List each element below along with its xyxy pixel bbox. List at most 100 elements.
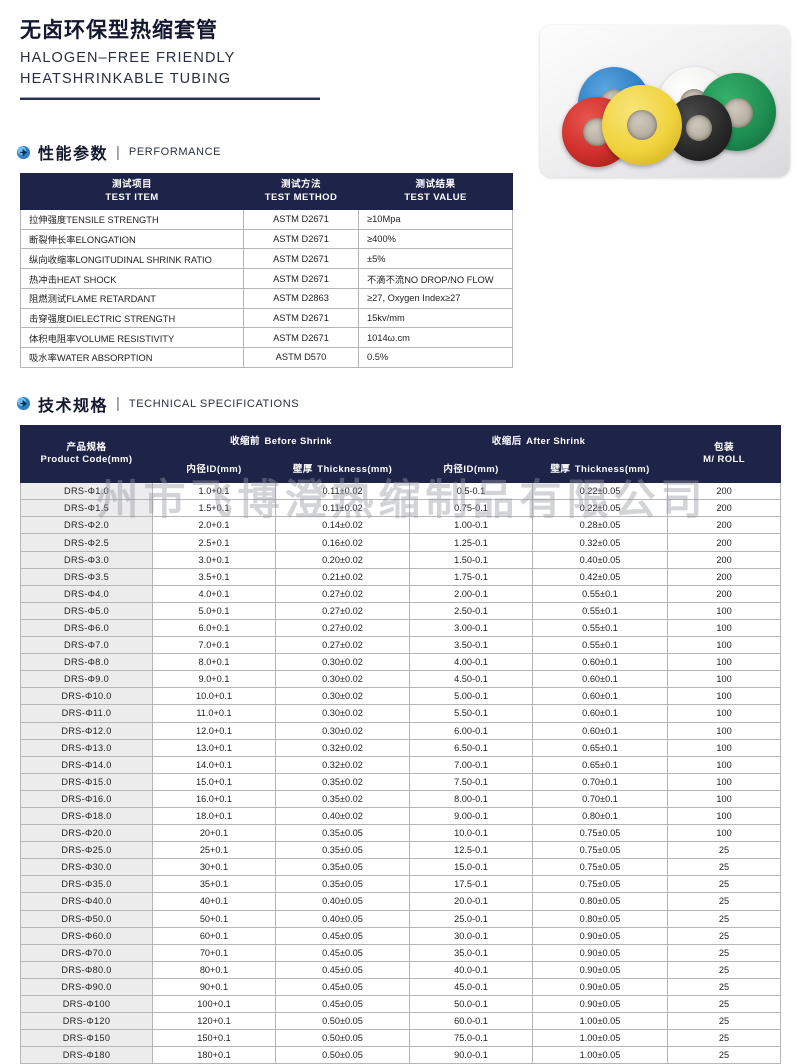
spec-cell-before-id: 6.0+0.1 bbox=[152, 618, 276, 638]
spec-cell-after-thickness: 0.55±0.1 bbox=[531, 601, 669, 620]
specifications-table: 产品规格 Product Code(mm) 收缩前 Before Shrink … bbox=[20, 424, 782, 1064]
table-row: DRS-Φ180 180+0.1 0.50±0.05 90.0-0.1 1.00±0.0… bbox=[20, 1046, 782, 1064]
table-row: DRS-Φ10.0 10.0+0.1 0.30±0.02 5.00-0.1 0.60±0… bbox=[20, 687, 782, 706]
page-header: 无卤环保型热缩套管 HALOGEN–FREE FRIENDLY HEATSHRI… bbox=[0, 0, 800, 101]
spec-cell-packing: 200 bbox=[667, 516, 782, 535]
spec-cell-before-thickness: 0.11±0.02 bbox=[275, 499, 410, 518]
spec-cell-before-id: 2.5+0.1 bbox=[152, 533, 276, 552]
table-row: DRS-Φ16.0 16.0+0.1 0.35±0.02 8.00-0.1 0.70±0… bbox=[20, 789, 782, 808]
spec-cell-after-id: 0.5-0.1 bbox=[409, 482, 533, 501]
table-row: DRS-Φ7.0 7.0+0.1 0.27±0.02 3.50-0.1 0.55±0.1… bbox=[20, 636, 782, 655]
spec-cell-after-id: 1.00-0.1 bbox=[409, 516, 533, 535]
table-row: DRS-Φ1.5 1.5+0.1 0.11±0.02 0.75-0.1 0.22±0.0… bbox=[20, 499, 782, 518]
spec-cell-packing: 25 bbox=[667, 977, 782, 997]
performance-cell-item: 纵向收缩率LONGITUDINAL SHRINK RATIO bbox=[20, 248, 244, 270]
performance-row: 拉伸强度TENSILE STRENGTH ASTM D2671 ≥10Mpa bbox=[20, 209, 513, 230]
spec-cell-before-id: 180+0.1 bbox=[152, 1046, 276, 1064]
table-row: DRS-Φ70.0 70+0.1 0.45±0.05 35.0-0.1 0.90±0.0… bbox=[20, 943, 782, 962]
performance-heading-cn: 性能参数 bbox=[38, 146, 109, 164]
spec-group-after-shrink: 收缩后 After Shrink bbox=[408, 424, 669, 456]
spec-cell-after-id: 9.00-0.1 bbox=[409, 806, 533, 826]
performance-cell-method: ASTM D2671 bbox=[243, 209, 359, 230]
spec-cell-after-id: 17.5-0.1 bbox=[409, 875, 533, 894]
spec-cell-code: DRS-Φ180 bbox=[20, 1046, 153, 1064]
spec-cell-packing: 200 bbox=[667, 533, 782, 552]
spec-cell-after-thickness: 0.65±0.1 bbox=[531, 755, 669, 774]
spec-cell-after-id: 7.00-0.1 bbox=[409, 755, 533, 774]
performance-section-heading: 性能参数 | PERFORMANCE bbox=[16, 140, 800, 164]
spec-cell-after-id: 60.0-0.1 bbox=[409, 1012, 533, 1031]
table-row: DRS-Φ2.5 2.5+0.1 0.16±0.02 1.25-0.1 0.32±0.0… bbox=[20, 533, 782, 552]
spec-cell-before-thickness: 0.45±0.05 bbox=[275, 977, 410, 997]
spec-cell-packing: 25 bbox=[667, 858, 782, 877]
spec-cell-code: DRS-Φ20.0 bbox=[20, 824, 153, 843]
spec-cell-packing: 25 bbox=[667, 892, 782, 911]
performance-cell-method: ASTM D2671 bbox=[243, 307, 359, 329]
table-row: DRS-Φ13.0 13.0+0.1 0.32±0.02 6.50-0.1 0.65±0… bbox=[20, 738, 782, 757]
spec-cell-before-thickness: 0.50±0.05 bbox=[275, 1046, 410, 1064]
spec-cell-packing: 100 bbox=[667, 738, 782, 757]
spec-cell-before-id: 10.0+0.1 bbox=[152, 687, 276, 706]
spec-cell-code: DRS-Φ40.0 bbox=[20, 892, 153, 911]
product-photo bbox=[540, 25, 790, 177]
spec-cell-code: DRS-Φ9.0 bbox=[20, 670, 153, 689]
spec-cell-packing: 200 bbox=[667, 550, 782, 569]
spec-heading-cn: 技术规格 bbox=[38, 397, 109, 415]
spec-cell-after-thickness: 0.90±0.05 bbox=[531, 960, 669, 979]
perf-col-test-method: 测试方法 TEST METHOD bbox=[243, 173, 359, 211]
spec-cell-after-thickness: 0.42±0.05 bbox=[531, 567, 669, 586]
table-row: DRS-Φ150 150+0.1 0.50±0.05 75.0-0.1 1.00±0.0… bbox=[20, 1029, 782, 1048]
spec-cell-packing: 200 bbox=[667, 482, 782, 501]
tubing-rolls-illustration bbox=[540, 25, 790, 177]
spec-cell-after-thickness: 0.70±0.1 bbox=[531, 789, 669, 808]
spec-cell-after-id: 6.50-0.1 bbox=[409, 738, 533, 757]
table-row: DRS-Φ20.0 20+0.1 0.35±0.05 10.0-0.1 0.75±0.0… bbox=[20, 824, 782, 843]
spec-cell-before-id: 12.0+0.1 bbox=[152, 721, 276, 740]
spec-cell-packing: 100 bbox=[667, 653, 782, 672]
spec-cell-after-thickness: 0.70±0.1 bbox=[531, 772, 669, 791]
spec-cell-packing: 100 bbox=[667, 687, 782, 706]
spec-cell-before-id: 9.0+0.1 bbox=[152, 670, 276, 689]
table-row: DRS-Φ8.0 8.0+0.1 0.30±0.02 4.00-0.1 0.60±0.1… bbox=[20, 653, 782, 672]
spec-cell-after-id: 25.0-0.1 bbox=[409, 909, 533, 928]
page-title-en: HALOGEN–FREE FRIENDLY HEATSHRINKABLE TUB… bbox=[20, 48, 800, 89]
spec-cell-code: DRS-Φ5.0 bbox=[20, 601, 153, 620]
spec-cell-after-id: 1.25-0.1 bbox=[409, 533, 533, 552]
header-divider bbox=[20, 97, 320, 101]
spec-cell-packing: 100 bbox=[667, 670, 782, 689]
spec-cell-before-thickness: 0.40±0.05 bbox=[275, 909, 410, 928]
spec-cell-after-thickness: 0.80±0.05 bbox=[531, 909, 669, 928]
spec-cell-packing: 25 bbox=[667, 1046, 782, 1064]
spec-cell-after-thickness: 0.40±0.05 bbox=[531, 550, 669, 569]
spec-cell-before-id: 120+0.1 bbox=[152, 1012, 276, 1031]
spec-cell-after-id: 1.50-0.1 bbox=[409, 550, 533, 569]
spec-cell-after-id: 40.0-0.1 bbox=[409, 960, 533, 979]
spec-cell-after-id: 20.0-0.1 bbox=[409, 892, 533, 911]
spec-cell-after-id: 1.75-0.1 bbox=[409, 567, 533, 586]
spec-col-packing: 包装 M/ ROLL bbox=[667, 424, 782, 484]
spec-cell-after-id: 12.5-0.1 bbox=[409, 841, 533, 860]
spec-group-before-shrink: 收缩前 Before Shrink bbox=[152, 424, 410, 456]
circle-arrow-right-icon bbox=[16, 145, 31, 159]
spec-cell-before-id: 100+0.1 bbox=[152, 994, 276, 1014]
table-row: DRS-Φ4.0 4.0+0.1 0.27±0.02 2.00-0.1 0.55±0.1… bbox=[20, 584, 782, 603]
spec-cell-before-id: 16.0+0.1 bbox=[152, 789, 276, 808]
table-row: DRS-Φ1.0 1.0+0.1 0.11±0.02 0.5-0.1 0.22±0.05… bbox=[20, 482, 782, 501]
spec-cell-before-id: 5.0+0.1 bbox=[152, 601, 276, 620]
spec-cell-after-id: 7.50-0.1 bbox=[409, 772, 533, 791]
spec-cell-packing: 25 bbox=[667, 1029, 782, 1048]
spec-section-heading: 技术规格 | TECHNICAL SPECIFICATIONS bbox=[16, 392, 800, 416]
spec-cell-before-thickness: 0.20±0.02 bbox=[275, 550, 410, 569]
spec-cell-after-thickness: 1.00±0.05 bbox=[531, 1012, 669, 1031]
page-title-cn: 无卤环保型热缩套管 bbox=[20, 19, 218, 42]
spec-cell-packing: 25 bbox=[667, 926, 782, 945]
performance-cell-method: ASTM D2863 bbox=[243, 287, 359, 309]
performance-cell-method: ASTM D2671 bbox=[243, 228, 359, 250]
spec-cell-after-thickness: 0.75±0.05 bbox=[531, 858, 669, 877]
spec-cell-after-id: 10.0-0.1 bbox=[409, 824, 533, 843]
spec-cell-before-id: 18.0+0.1 bbox=[152, 806, 276, 826]
spec-cell-packing: 200 bbox=[667, 567, 782, 586]
spec-cell-packing: 100 bbox=[667, 772, 782, 791]
spec-cell-after-thickness: 0.90±0.05 bbox=[531, 977, 669, 997]
spec-cell-after-thickness: 0.60±0.1 bbox=[531, 687, 669, 706]
